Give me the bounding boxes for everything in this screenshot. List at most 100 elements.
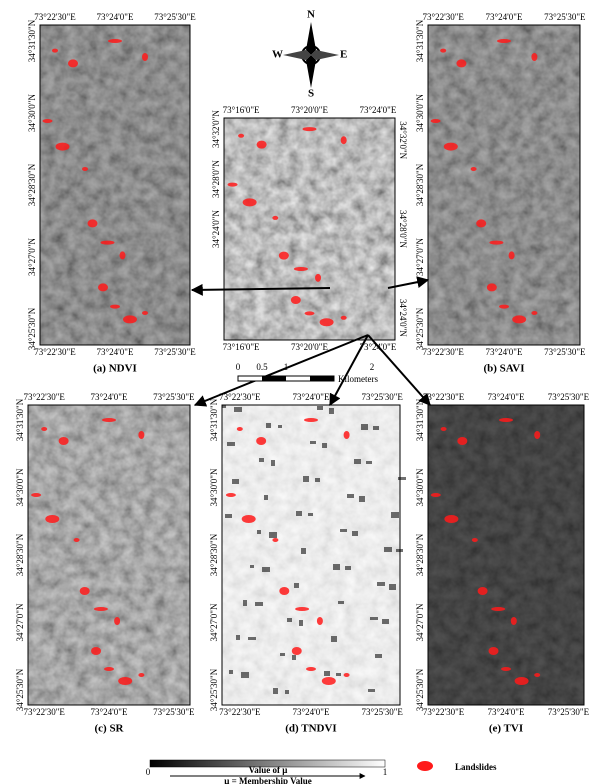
dark-patch [366,461,372,464]
dark-patch [303,476,309,482]
scale-label: 0.5 [256,362,268,372]
y-tick-label: 34°31'30"N [15,398,25,441]
dark-patch [269,532,277,538]
compass: N S E W [272,9,347,100]
legend-title: Value of μ [249,765,288,775]
dark-patch [389,584,396,590]
dark-patch [273,688,278,694]
panel-caption: (b) SAVI [483,363,524,375]
landslide-patch [108,39,122,43]
y-tick-label: 34°28'30"N [15,533,25,576]
scale-label: 1 [284,362,289,372]
landslide-patch [431,493,441,497]
compass-w: W [272,49,283,61]
dark-patch [271,460,275,466]
y-tick-label: 34°28'30"N [27,163,37,206]
x-tick-label: 73°24'0"E [97,12,134,22]
scale-bar-fill [310,376,334,381]
map-panel: 73°22'30"E73°24'0"E73°25'30"E73°22'30"E7… [15,392,195,734]
panel-caption: (c) SR [94,723,124,735]
x-tick-label: 73°22'30"E [423,392,465,402]
dark-patch [299,620,303,626]
landslide-patch [478,587,488,595]
y-tick-label: 34°24'0"N [398,299,408,337]
scale-label: 0 [236,362,241,372]
y-tick-label: 34°25'30"N [15,668,25,711]
landslide-patch [489,647,499,655]
dark-patch [227,442,235,446]
y-tick-label: 34°27'0"N [209,603,219,641]
landslide-patch [238,134,244,138]
landslide-patch [94,607,108,611]
landslide-patch [487,283,497,291]
landslide-patch [56,143,70,151]
y-tick-label: 34°28'0"N [211,160,221,198]
scale-bar-fill [262,376,286,381]
dark-patch [340,529,347,532]
dark-patch [331,636,337,642]
x-tick-label: 73°24'0"E [359,105,396,115]
dark-patch [259,458,264,462]
landslide-patch [440,49,446,53]
landslide-patch [456,59,466,67]
landslide-patch [304,418,318,422]
landslide-patch [138,431,144,439]
x-tick-label: 73°24'0"E [486,347,523,357]
dark-patch [232,479,239,484]
landslide-patch [43,119,53,123]
landslide-patch [315,274,321,282]
landslide-patch [256,437,266,445]
y-tick-label: 34°25'30"N [209,668,219,711]
x-tick-label: 73°16'0"E [223,342,260,352]
landslide-patch [499,418,513,422]
landslide-patch [104,667,114,671]
map-tone [40,25,190,345]
landslide-patch [344,673,350,677]
landslide-patch [441,427,447,431]
dark-patch [243,600,247,606]
landslide-patch [142,53,148,61]
x-tick-label: 73°24'0"E [91,392,128,402]
x-tick-label: 73°25'30"E [544,12,586,22]
x-tick-label: 73°22'30"E [23,392,65,402]
landslide-patch [512,315,526,323]
y-tick-label: 34°27'0"N [415,603,425,641]
x-tick-label: 73°25'30"E [361,707,403,717]
y-tick-label: 34°27'0"N [27,238,37,276]
dark-patch [266,423,271,428]
landslide-patch [91,647,101,655]
landslide-patch [472,538,478,542]
dark-patch [382,619,389,624]
dark-patch [292,655,296,660]
landslide-patch [243,198,257,206]
dark-patch [229,670,233,674]
landslide-patch [142,311,148,315]
landslide-patch [444,143,458,151]
landslide-patch [272,538,278,542]
y-tick-label: 34°30'0"N [209,468,219,506]
landslide-patch [226,493,236,497]
map-tone [428,405,584,705]
y-tick-label: 34°30'0"N [27,94,37,132]
landslide-patch [292,647,302,655]
dark-patch [315,478,320,482]
dark-patch [278,425,282,428]
dark-patch [329,408,334,414]
landslide-patch [68,59,78,67]
map-panel: 73°22'30"E73°24'0"E73°25'30"E73°22'30"E7… [209,392,406,734]
dark-patch [296,511,302,516]
panel-caption: (d) TNDVI [285,723,336,735]
landslide-patch [45,515,59,523]
dark-patch [338,601,344,604]
dark-patch [333,564,340,570]
dark-patch [257,530,261,534]
landslide-patch [257,141,267,149]
landslide-patch [74,538,80,542]
dark-patch [234,407,242,412]
dark-patch [308,513,313,516]
x-tick-label: 73°22'30"E [422,347,464,357]
dark-patch [359,496,365,502]
x-tick-label: 73°22'30"E [423,707,465,717]
